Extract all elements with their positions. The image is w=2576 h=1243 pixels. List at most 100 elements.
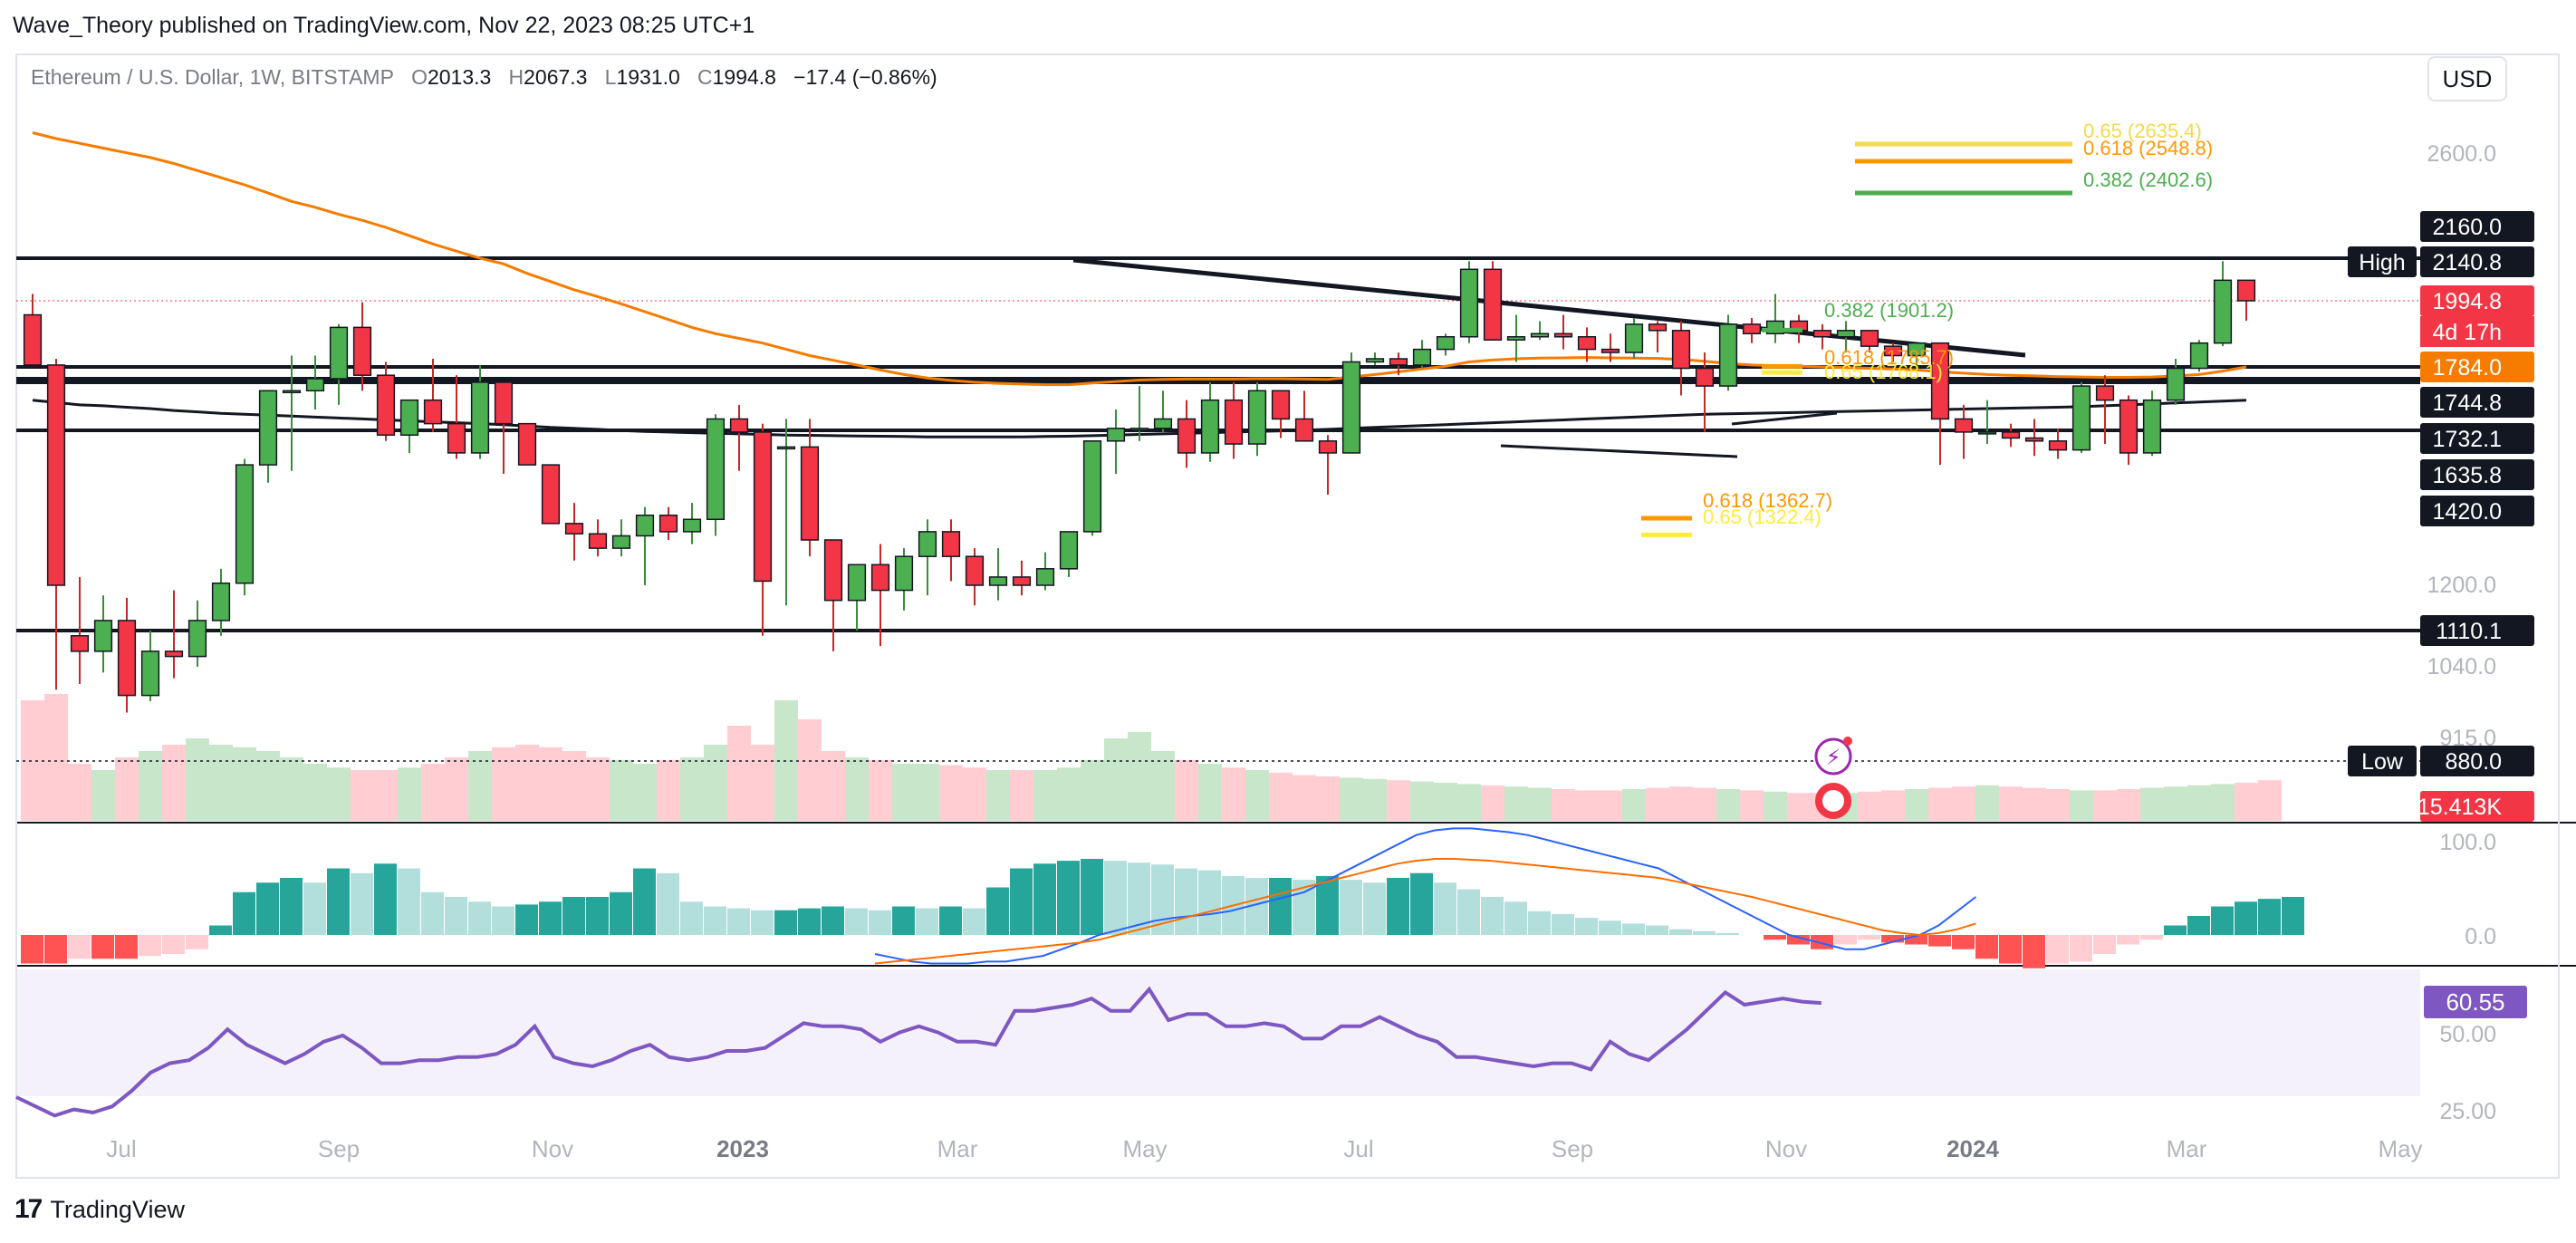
price-badge-label: 880.0	[2445, 749, 2502, 775]
macd-axis-tick: 100.0	[2439, 830, 2496, 855]
rsi-line	[15, 986, 1821, 1118]
macd-histogram-bar	[2187, 916, 2210, 935]
volume-bar	[633, 764, 657, 821]
volume-bar	[44, 694, 68, 821]
macd-histogram-bar	[798, 908, 821, 935]
moving-average-line	[32, 131, 2247, 387]
macd-histogram-bar	[939, 906, 962, 935]
candle-body	[2166, 367, 2186, 401]
candle-body	[776, 446, 796, 450]
volume-bar	[2070, 790, 2093, 821]
volume-bar	[869, 759, 892, 821]
macd-histogram-bar	[774, 910, 797, 935]
volume-bar	[2187, 785, 2211, 821]
macd-histogram-bar	[657, 872, 679, 935]
symbol-name[interactable]: Ethereum / U.S. Dollar, 1W, BITSTAMP	[31, 65, 394, 89]
candle-body	[1648, 323, 1668, 332]
candle-body	[164, 650, 184, 658]
volume-bar	[1975, 785, 1999, 821]
macd-line	[874, 827, 1977, 965]
volume-bar	[1669, 786, 1693, 821]
rsi-value-label: 60.55	[2446, 988, 2504, 1016]
candle-body	[1200, 399, 1220, 454]
candle-body	[93, 620, 113, 652]
candle-body	[1553, 332, 1573, 338]
volume-bar	[233, 747, 256, 821]
volume-bar	[1952, 786, 1975, 821]
candle-body	[23, 313, 43, 366]
volume-bar	[751, 745, 774, 821]
candle-body	[1247, 390, 1267, 445]
candle-body	[470, 381, 490, 454]
candle-body	[423, 399, 443, 425]
volume-bar	[1410, 781, 1434, 821]
volume-bar	[2258, 780, 2282, 821]
volume-bar	[1599, 790, 1622, 821]
macd-histogram-bar	[1787, 935, 1810, 945]
volume-bar	[1575, 790, 1599, 821]
volume-bar	[1081, 759, 1104, 821]
volume-bar	[303, 764, 327, 821]
volume-bar	[1528, 787, 1552, 821]
macd-histogram-bar	[351, 872, 373, 935]
volume-bar	[445, 757, 468, 821]
macd-histogram-bar	[186, 935, 208, 949]
volume-bar	[798, 719, 822, 821]
macd-histogram-bar	[1599, 920, 1621, 935]
candle-body	[1812, 330, 1832, 338]
currency-button[interactable]: USD	[2427, 56, 2507, 101]
macd-histogram-bar	[2023, 935, 2045, 968]
price-badge	[2420, 285, 2534, 316]
volume-bar	[2023, 787, 2046, 821]
price-badge	[2420, 423, 2534, 454]
macd-histogram-bar	[1693, 930, 1716, 935]
macd-histogram-bar	[1646, 925, 1668, 935]
fib-level-label: 0.382 (1901.2)	[1824, 299, 1954, 322]
tradingview-brand: TradingView	[50, 1195, 185, 1223]
macd-histogram-bar	[1504, 901, 1527, 935]
candle-body	[1224, 399, 1244, 445]
fib-level-label: 0.65 (2635.4)	[2083, 120, 2202, 142]
candle-body	[1082, 440, 1102, 533]
candle-body	[1412, 348, 1432, 366]
candle-body	[658, 514, 678, 533]
time-axis-tick: Sep	[1552, 1135, 1593, 1162]
volume-bar	[1646, 787, 1669, 821]
macd-histogram-bar	[1858, 935, 1880, 940]
macd-histogram-bar	[2282, 897, 2304, 935]
candle-body	[729, 418, 749, 433]
us-flag-event-icon-inner	[1822, 790, 1844, 812]
macd-histogram-bar	[398, 868, 420, 935]
candle-body	[1318, 440, 1338, 454]
candle-body	[352, 326, 372, 376]
macd-histogram-bar	[633, 868, 656, 935]
macd-histogram-bar	[1881, 935, 1904, 943]
candle-body	[635, 514, 655, 537]
volume-bar	[2164, 786, 2187, 821]
price-badge-label: 1110.1	[2436, 619, 2502, 644]
price-badge	[2420, 459, 2534, 490]
candle-body	[1860, 330, 1879, 347]
macd-histogram-bar	[68, 935, 91, 959]
candle-body	[941, 531, 961, 557]
candle-body	[1341, 361, 1361, 454]
macd-histogram-bar	[1033, 863, 1056, 935]
volume-bar	[162, 745, 186, 821]
macd-axis-tick: 0.0	[2465, 924, 2496, 949]
tradingview-logo[interactable]: 17 TradingView	[14, 1194, 185, 1225]
candle-body	[1506, 336, 1526, 341]
volume-bar	[680, 757, 704, 821]
fib-level-label: 0.65 (1322.4)	[1703, 506, 1821, 528]
rsi-axis-tick: 25.00	[2439, 1099, 2496, 1124]
volume-bar	[916, 764, 939, 821]
candle-body	[1600, 348, 1620, 353]
macd-histogram-bar	[2117, 935, 2139, 945]
macd-histogram-bar	[1269, 878, 1292, 935]
price-badge-label: 1420.0	[2433, 499, 2502, 525]
volume-bar	[209, 745, 233, 821]
volume-bar	[68, 764, 91, 821]
candle-body	[1365, 358, 1385, 363]
volume-bar	[963, 767, 986, 821]
publication-caption: Wave_Theory published on TradingView.com…	[13, 13, 755, 38]
